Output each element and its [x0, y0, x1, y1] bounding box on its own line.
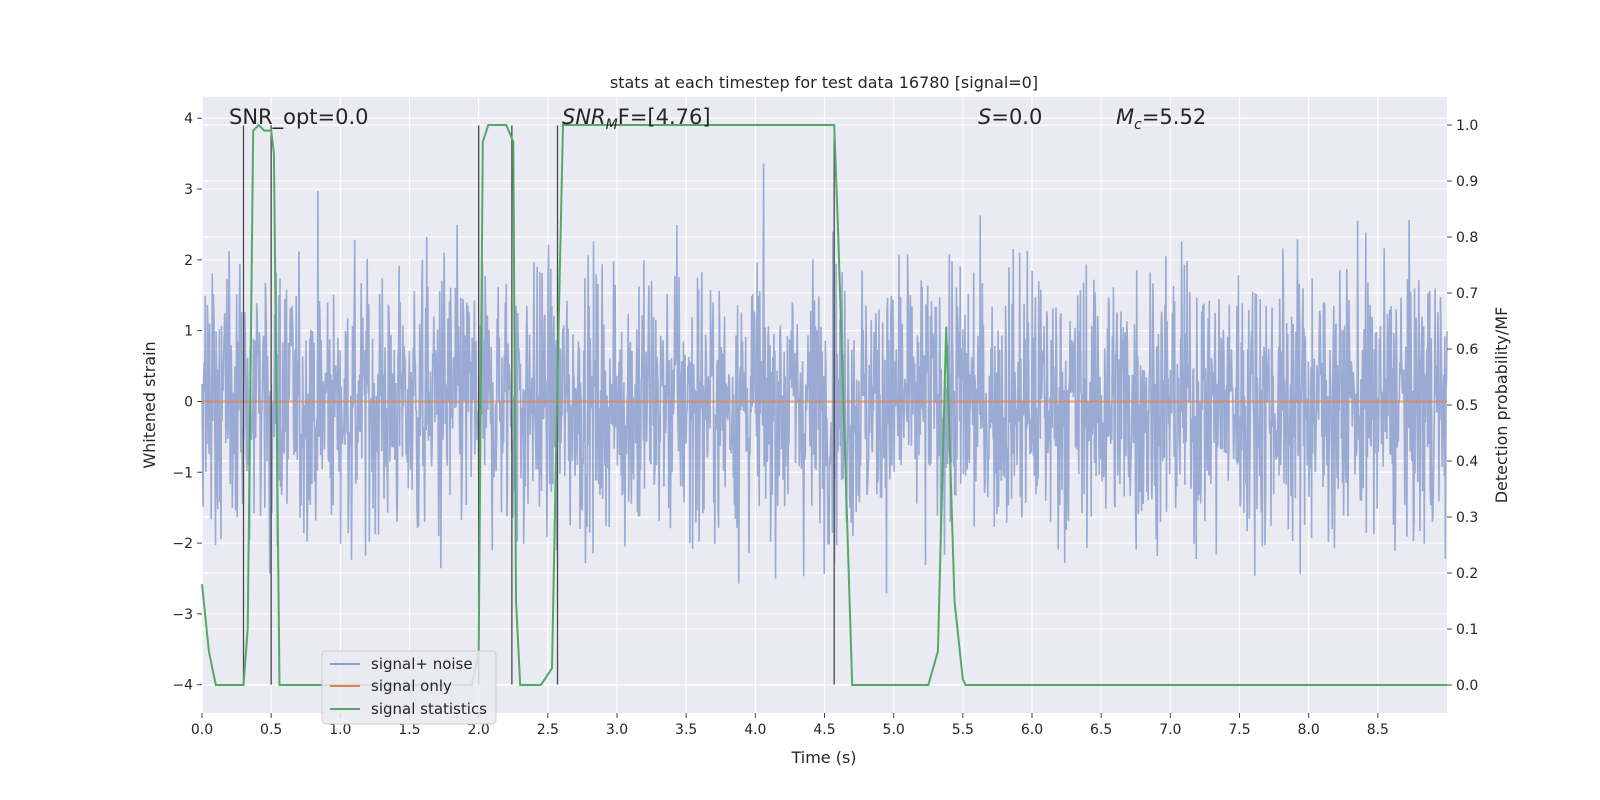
right-y-tick-label: 0.6 [1456, 342, 1478, 358]
right-y-tick-label: 0.4 [1456, 454, 1478, 470]
left-y-tick-label: 2 [184, 253, 193, 269]
x-tick-label: 0.0 [191, 722, 213, 738]
right-y-tick-label: 0.9 [1456, 174, 1478, 190]
left-y-tick-label: −2 [172, 536, 193, 552]
annotation-snr-mf: SNRMF=[4.76] [562, 105, 711, 133]
right-y-tick-label: 1.0 [1456, 118, 1478, 134]
right-y-tick-label: 0.1 [1456, 622, 1478, 638]
annotation-s-base: S [978, 105, 991, 129]
signal-statistics-line [201, 123, 1447, 686]
annotation-mc-sub: c [1134, 117, 1142, 133]
left-y-tick-label: 4 [184, 111, 193, 127]
x-tick-label: 1.5 [398, 722, 420, 738]
x-tick-label: 7.5 [1228, 722, 1250, 738]
annotation-snr-mf-rest: F=[4.76] [618, 105, 711, 129]
signal-noise-series [201, 163, 1448, 594]
left-y-axis-label: Whitened strain [140, 341, 159, 468]
annotation-snr-mf-base: SNR [562, 105, 606, 129]
x-tick-label: 0.5 [260, 722, 282, 738]
x-tick-label: 6.5 [1090, 722, 1112, 738]
x-tick-label: 2.5 [537, 722, 559, 738]
annotation-mc-rest: =5.52 [1142, 105, 1206, 129]
x-tick-label: 6.0 [1021, 722, 1043, 738]
legend-label-signal-statistics: signal statistics [371, 700, 487, 718]
x-tick-label: 5.5 [952, 722, 974, 738]
legend: signal+ noise signal only signal statist… [321, 650, 497, 725]
annotation-mc: Mc=5.52 [1116, 105, 1206, 133]
left-y-tick-label: −1 [172, 465, 193, 481]
right-y-tick-label: 0.7 [1456, 286, 1478, 302]
signal-noise-line [201, 163, 1448, 594]
annotation-s-rest: =0.0 [991, 105, 1042, 129]
right-y-axis-label: Detection probability/MF [1492, 307, 1511, 504]
left-y-tick-label: −4 [172, 678, 193, 694]
left-y-tick-label: 3 [184, 182, 193, 198]
x-tick-label: 3.5 [675, 722, 697, 738]
left-y-axis-ticks: 4 3 2 1 0 −1 −2 −3 −4 [172, 111, 202, 694]
x-tick-label: 4.0 [744, 722, 766, 738]
x-tick-label: 4.5 [813, 722, 835, 738]
x-tick-label: 8.0 [1298, 722, 1320, 738]
x-axis-label: Time (s) [790, 748, 856, 767]
x-tick-label: 3.0 [606, 722, 628, 738]
left-y-tick-label: −3 [172, 607, 193, 623]
x-tick-label: 5.0 [883, 722, 905, 738]
right-y-tick-label: 0.2 [1456, 566, 1478, 582]
x-tick-label: 8.5 [1367, 722, 1389, 738]
annotation-snr-opt: SNR_opt=0.0 [229, 105, 369, 130]
legend-label-signal-only: signal only [371, 677, 452, 695]
annotation-mc-base: M [1116, 105, 1134, 129]
x-tick-label: 2.0 [468, 722, 490, 738]
x-axis-ticks: 0.0 0.5 1.0 1.5 2.0 2.5 3.0 3.5 4.0 4.5 5.0 5.5 6.0 6… [191, 713, 1389, 738]
x-tick-label: 1.0 [329, 722, 351, 738]
left-y-tick-label: 0 [184, 394, 193, 410]
right-y-tick-label: 0.8 [1456, 230, 1478, 246]
right-y-tick-label: 0.0 [1456, 678, 1478, 694]
annotation-s: S=0.0 [978, 105, 1042, 129]
right-y-tick-label: 0.5 [1456, 398, 1478, 414]
legend-label-signal-noise: signal+ noise [371, 655, 473, 673]
left-y-tick-label: 1 [184, 324, 193, 340]
right-y-axis-ticks: 1.0 0.9 0.8 0.7 0.6 0.5 0.4 0.3 0.2 0.1 0.0 [1447, 118, 1478, 694]
x-tick-label: 7.0 [1159, 722, 1181, 738]
annotation-snr-mf-sub: M [606, 117, 618, 133]
legend-box [321, 650, 497, 725]
right-y-tick-label: 0.3 [1456, 510, 1478, 526]
signal-statistics-series [201, 123, 1447, 686]
chart-title: stats at each timestep for test data 167… [610, 73, 1038, 92]
